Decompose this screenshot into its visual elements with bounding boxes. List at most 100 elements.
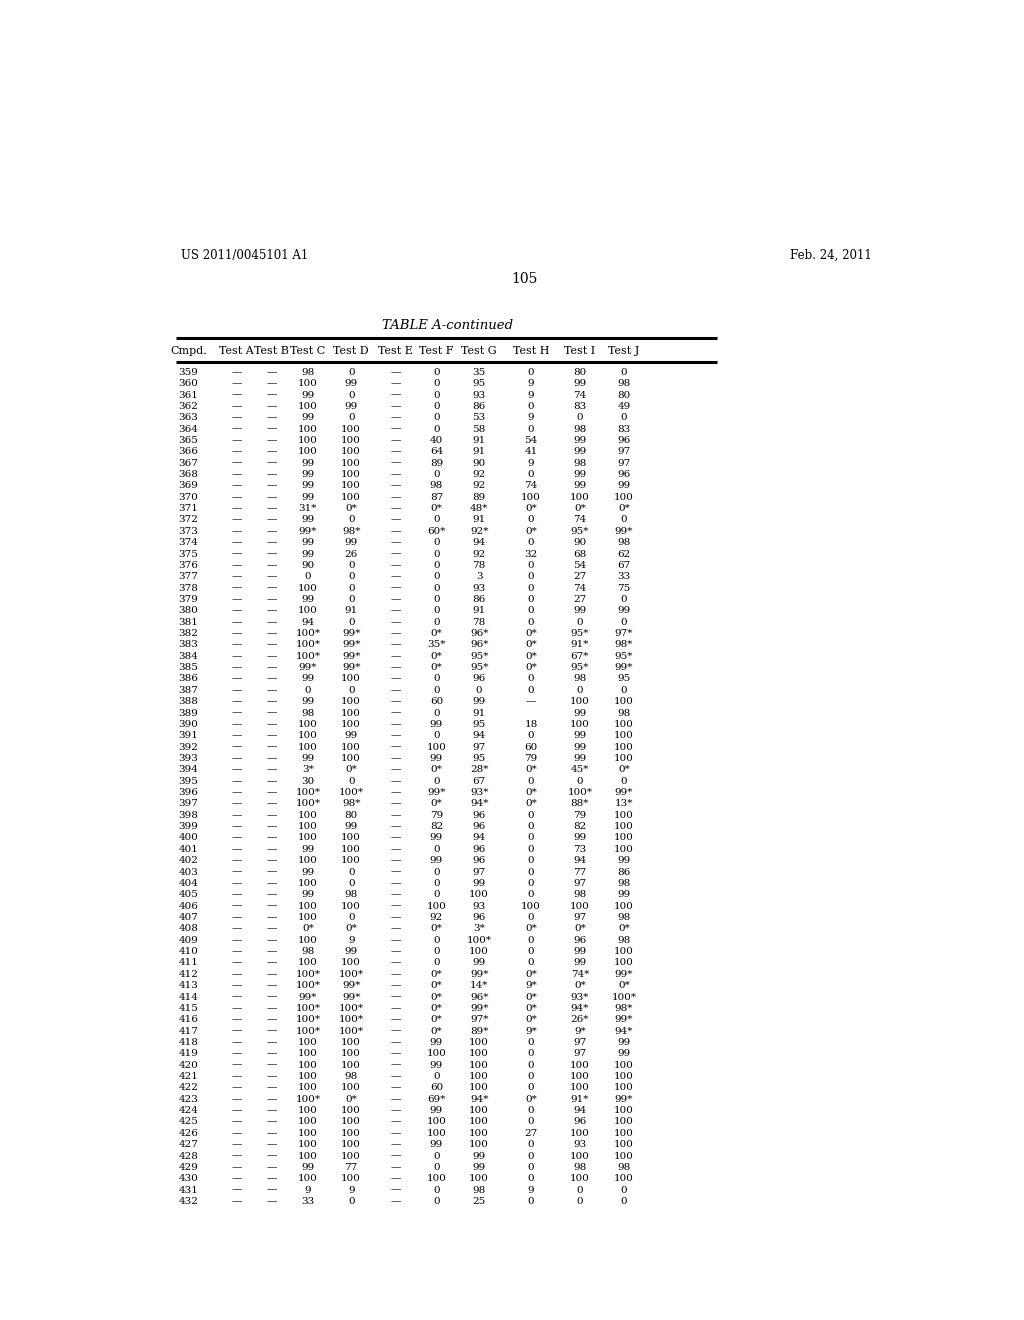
Text: 99: 99 bbox=[617, 606, 631, 615]
Text: 99: 99 bbox=[430, 1106, 443, 1115]
Text: 100*: 100* bbox=[295, 981, 321, 990]
Text: 28*: 28* bbox=[470, 766, 488, 775]
Text: 386: 386 bbox=[178, 675, 199, 684]
Text: —: — bbox=[266, 731, 276, 741]
Text: 0: 0 bbox=[527, 1118, 535, 1126]
Text: —: — bbox=[231, 1106, 242, 1115]
Text: 0*: 0* bbox=[430, 981, 442, 990]
Text: 92: 92 bbox=[472, 482, 485, 491]
Text: —: — bbox=[390, 1038, 400, 1047]
Text: 99: 99 bbox=[573, 946, 587, 956]
Text: 403: 403 bbox=[178, 867, 199, 876]
Text: —: — bbox=[390, 1140, 400, 1150]
Text: 0: 0 bbox=[433, 1185, 439, 1195]
Text: 100: 100 bbox=[298, 743, 317, 751]
Text: 99: 99 bbox=[344, 822, 357, 832]
Text: 99: 99 bbox=[301, 675, 314, 684]
Text: —: — bbox=[231, 561, 242, 570]
Text: 100: 100 bbox=[341, 492, 361, 502]
Text: 82: 82 bbox=[573, 822, 587, 832]
Text: 366: 366 bbox=[178, 447, 199, 457]
Text: —: — bbox=[266, 766, 276, 775]
Text: 92: 92 bbox=[472, 470, 485, 479]
Text: 0*: 0* bbox=[525, 630, 537, 638]
Text: —: — bbox=[266, 482, 276, 491]
Text: 99: 99 bbox=[301, 492, 314, 502]
Text: —: — bbox=[390, 1197, 400, 1206]
Text: 401: 401 bbox=[178, 845, 199, 854]
Text: 394: 394 bbox=[178, 766, 199, 775]
Text: 9: 9 bbox=[348, 936, 354, 945]
Text: 0: 0 bbox=[433, 1197, 439, 1206]
Text: 0: 0 bbox=[621, 618, 628, 627]
Text: —: — bbox=[266, 640, 276, 649]
Text: 0: 0 bbox=[527, 1140, 535, 1150]
Text: 100*: 100* bbox=[295, 640, 321, 649]
Text: 0: 0 bbox=[527, 1197, 535, 1206]
Text: 99*: 99* bbox=[614, 527, 633, 536]
Text: 0: 0 bbox=[527, 1061, 535, 1069]
Text: —: — bbox=[266, 1061, 276, 1069]
Text: 0: 0 bbox=[348, 583, 354, 593]
Text: 48*: 48* bbox=[470, 504, 488, 513]
Text: 100*: 100* bbox=[295, 1027, 321, 1036]
Text: 99: 99 bbox=[430, 1061, 443, 1069]
Text: —: — bbox=[390, 766, 400, 775]
Text: 99*: 99* bbox=[342, 993, 360, 1002]
Text: 94*: 94* bbox=[614, 1027, 633, 1036]
Text: 384: 384 bbox=[178, 652, 199, 661]
Text: —: — bbox=[266, 492, 276, 502]
Text: —: — bbox=[266, 686, 276, 694]
Text: 100*: 100* bbox=[295, 788, 321, 797]
Text: —: — bbox=[231, 425, 242, 434]
Text: 0: 0 bbox=[621, 516, 628, 524]
Text: 9: 9 bbox=[527, 413, 535, 422]
Text: 99: 99 bbox=[301, 539, 314, 548]
Text: 100: 100 bbox=[341, 1106, 361, 1115]
Text: Test G: Test G bbox=[461, 346, 497, 355]
Text: 88*: 88* bbox=[570, 800, 589, 808]
Text: 407: 407 bbox=[178, 913, 199, 921]
Text: 420: 420 bbox=[178, 1061, 199, 1069]
Text: —: — bbox=[231, 697, 242, 706]
Text: —: — bbox=[231, 981, 242, 990]
Text: 98: 98 bbox=[573, 425, 587, 434]
Text: —: — bbox=[390, 630, 400, 638]
Text: —: — bbox=[266, 459, 276, 467]
Text: 372: 372 bbox=[178, 516, 199, 524]
Text: 0: 0 bbox=[433, 401, 439, 411]
Text: 100: 100 bbox=[298, 936, 317, 945]
Text: 99: 99 bbox=[573, 606, 587, 615]
Text: 100*: 100* bbox=[339, 1027, 364, 1036]
Text: 97*: 97* bbox=[470, 1015, 488, 1024]
Text: —: — bbox=[266, 391, 276, 400]
Text: 0*: 0* bbox=[525, 640, 537, 649]
Text: 99: 99 bbox=[573, 436, 587, 445]
Text: 99: 99 bbox=[344, 401, 357, 411]
Text: 100: 100 bbox=[298, 1175, 317, 1183]
Text: 100: 100 bbox=[614, 719, 634, 729]
Text: —: — bbox=[231, 1072, 242, 1081]
Text: 94*: 94* bbox=[570, 1003, 589, 1012]
Text: —: — bbox=[390, 413, 400, 422]
Text: —: — bbox=[231, 867, 242, 876]
Text: 74: 74 bbox=[524, 482, 538, 491]
Text: —: — bbox=[231, 833, 242, 842]
Text: 41: 41 bbox=[524, 447, 538, 457]
Text: 95*: 95* bbox=[570, 527, 589, 536]
Text: 100*: 100* bbox=[295, 630, 321, 638]
Text: 0*: 0* bbox=[430, 766, 442, 775]
Text: 100: 100 bbox=[614, 743, 634, 751]
Text: 359: 359 bbox=[178, 368, 199, 376]
Text: 99: 99 bbox=[573, 754, 587, 763]
Text: 83: 83 bbox=[617, 425, 631, 434]
Text: —: — bbox=[231, 1175, 242, 1183]
Text: 0*: 0* bbox=[525, 652, 537, 661]
Text: 100: 100 bbox=[521, 492, 541, 502]
Text: 100: 100 bbox=[341, 902, 361, 911]
Text: 421: 421 bbox=[178, 1072, 199, 1081]
Text: 95: 95 bbox=[472, 754, 485, 763]
Text: —: — bbox=[390, 743, 400, 751]
Text: —: — bbox=[266, 379, 276, 388]
Text: 96: 96 bbox=[573, 1118, 587, 1126]
